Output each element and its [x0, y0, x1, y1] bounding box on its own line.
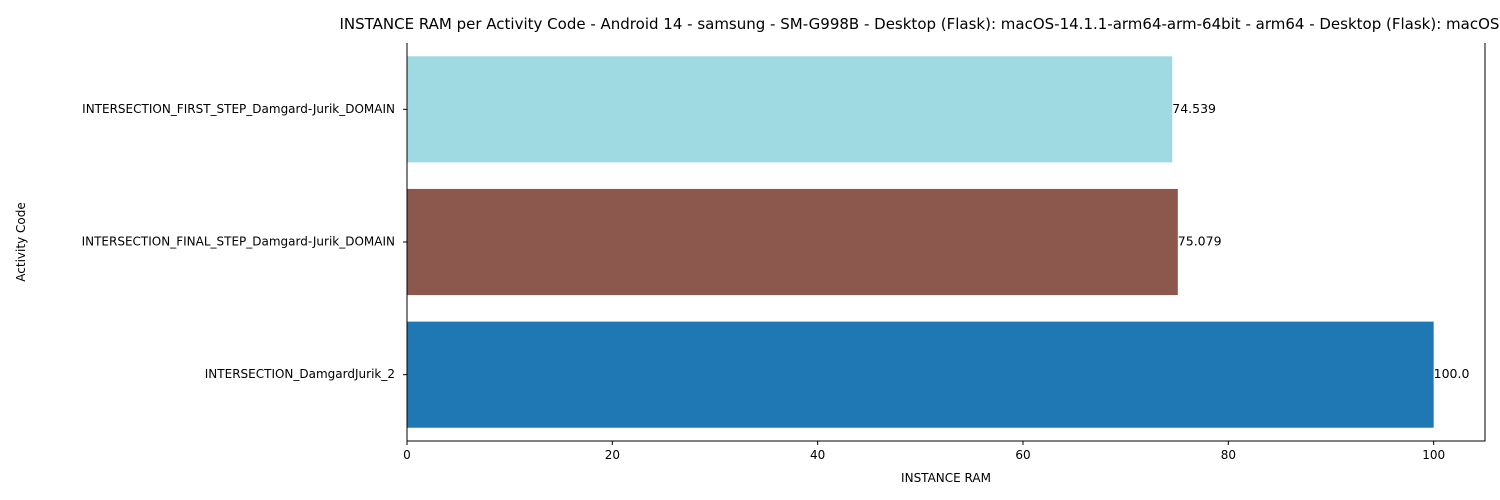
- bars-group: [407, 56, 1434, 428]
- data-label: 75.079: [1178, 234, 1222, 249]
- x-axis-label: INSTANCE RAM: [901, 471, 991, 485]
- data-label: 74.539: [1172, 101, 1216, 116]
- bar: [407, 56, 1173, 163]
- axes-frame: [406, 43, 1486, 442]
- x-tick-label: 80: [1221, 448, 1236, 462]
- y-axis-label: Activity Code: [14, 202, 28, 281]
- y-tick-label: INTERSECTION_DamgardJurik_2: [205, 367, 395, 381]
- data-label: 100.0: [1434, 366, 1470, 381]
- y-tick-label: INTERSECTION_FINAL_STEP_Damgard-Jurik_DO…: [82, 235, 395, 249]
- bar: [407, 188, 1178, 296]
- x-tick-label: 60: [1015, 448, 1030, 462]
- x-axis: 0 20 40 60 80 100: [403, 441, 1445, 462]
- data-labels-group: 74.539 75.079 100.0: [1172, 101, 1469, 381]
- chart-title: INSTANCE RAM per Activity Code - Android…: [339, 15, 1500, 33]
- bar: [407, 321, 1434, 428]
- y-tick-label: INTERSECTION_FIRST_STEP_Damgard-Jurik_DO…: [82, 102, 395, 116]
- x-tick-label: 20: [605, 448, 620, 462]
- x-tick-label: 40: [810, 448, 825, 462]
- x-tick-label: 0: [403, 448, 411, 462]
- x-tick-label: 100: [1422, 448, 1445, 462]
- y-axis: INTERSECTION_FIRST_STEP_Damgard-Jurik_DO…: [82, 102, 407, 381]
